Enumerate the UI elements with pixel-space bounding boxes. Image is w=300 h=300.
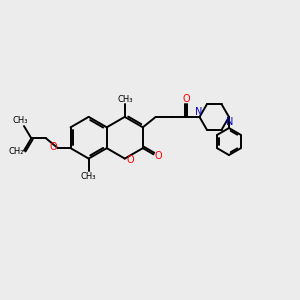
- Text: N: N: [226, 117, 233, 128]
- Text: O: O: [183, 94, 190, 104]
- Text: CH₂: CH₂: [9, 147, 24, 156]
- Text: CH₃: CH₃: [13, 116, 28, 125]
- Text: N: N: [195, 106, 202, 117]
- Text: O: O: [154, 151, 162, 160]
- Text: CH₃: CH₃: [117, 95, 133, 104]
- Text: O: O: [126, 155, 134, 165]
- Text: O: O: [50, 142, 57, 152]
- Text: CH₃: CH₃: [81, 172, 96, 181]
